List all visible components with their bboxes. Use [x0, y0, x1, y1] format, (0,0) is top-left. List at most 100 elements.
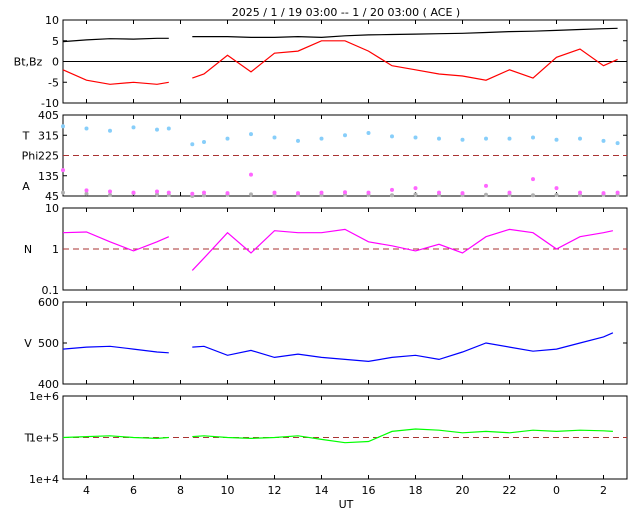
data-point — [554, 186, 559, 191]
data-point — [155, 127, 159, 132]
data-point — [413, 135, 418, 140]
y-tick-label: 315 — [38, 129, 59, 142]
data-point — [390, 193, 394, 198]
y-tick-label: 5 — [52, 35, 59, 48]
y-tick-label: 1e+6 — [29, 390, 59, 403]
data-point — [108, 192, 112, 197]
x-axis-label: UT — [339, 498, 354, 511]
series-plasma-angles-a-2 — [61, 168, 620, 196]
data-point — [319, 136, 324, 141]
series-plasma-angles-phi-1 — [61, 190, 620, 198]
series-speed-v-0 — [62, 332, 614, 363]
y-tick-label: 1 — [52, 243, 59, 256]
data-point — [366, 131, 371, 135]
series-magnetic-field-bt-0 — [62, 27, 618, 43]
y-axis-label: V — [24, 337, 32, 350]
data-point — [319, 190, 324, 195]
data-point — [601, 191, 606, 196]
y-tick-label: 0.1 — [42, 284, 60, 297]
x-tick-label: 6 — [130, 484, 137, 497]
data-point — [272, 135, 277, 140]
data-point — [202, 190, 206, 195]
data-point — [601, 138, 606, 143]
data-point — [343, 190, 347, 195]
panel-magnetic-field: 10 5 0 -5 -10 Bt,Bz — [14, 14, 628, 110]
data-point — [578, 190, 582, 195]
data-point — [166, 126, 171, 131]
panel-density: 10 1 0.1 N — [24, 202, 628, 297]
data-point — [190, 142, 195, 147]
data-point — [413, 192, 418, 197]
x-tick-label: 14 — [315, 484, 329, 497]
x-tick-label: 18 — [409, 484, 423, 497]
data-point — [131, 190, 136, 195]
data-point — [366, 190, 371, 195]
data-point — [249, 132, 253, 137]
data-point — [108, 128, 112, 133]
plot-frame — [62, 301, 628, 385]
y-axis-label: T — [24, 432, 32, 445]
data-point — [615, 141, 620, 146]
x-tick-label: 2 — [600, 484, 607, 497]
data-point — [155, 192, 159, 197]
panel-plasma-angles: 405 315 225 135 45 T Phi A — [22, 109, 628, 203]
data-point — [84, 126, 89, 131]
y-axis-label: Bt,Bz — [14, 56, 43, 69]
y-axis-label-a: A — [22, 180, 30, 193]
y-tick-label: 500 — [38, 337, 59, 350]
data-point — [507, 190, 512, 195]
data-point — [225, 136, 230, 141]
x-tick-label: 0 — [553, 484, 560, 497]
data-point — [202, 140, 206, 144]
data-point — [615, 190, 620, 195]
y-tick-label: 225 — [38, 150, 59, 163]
data-point — [484, 136, 488, 141]
y-tick-label: 135 — [38, 170, 59, 183]
panel-thermal-temperature: 1e+6 1e+5 1e+4 T — [24, 390, 628, 486]
data-point — [460, 191, 465, 196]
series-magnetic-field-bz-1 — [62, 40, 618, 85]
x-tick-label: 22 — [503, 484, 517, 497]
y-tick-label: 10 — [45, 202, 59, 215]
chart-title: 2025 / 1 / 19 03:00 -- 1 / 20 03:00 ( AC… — [232, 6, 460, 19]
x-tick-label: 10 — [221, 484, 235, 497]
y-tick-label: -10 — [41, 97, 59, 110]
data-point — [413, 186, 418, 191]
series-plasma-angles-t-0 — [61, 124, 620, 147]
y-tick-label: 1e+4 — [29, 473, 59, 486]
y-tick-label: 400 — [38, 378, 59, 391]
data-point — [296, 138, 300, 143]
x-tick-label: 8 — [177, 484, 184, 497]
data-point — [249, 172, 253, 177]
x-axis: 4 6 8 10 12 14 16 18 20 22 0 2 — [83, 484, 607, 497]
data-point — [390, 134, 394, 139]
panels: 10 5 0 -5 -10 Bt,Bz 405 315 225 135 45 T Phi A 10 1 0.1 N… — [14, 14, 628, 486]
data-point — [578, 136, 582, 141]
y-tick-label: 600 — [38, 296, 59, 309]
data-point — [249, 192, 253, 197]
y-axis-label-phi: Phi — [22, 150, 39, 163]
series-density-n-0 — [62, 228, 614, 271]
x-tick-label: 16 — [362, 484, 376, 497]
data-point — [437, 136, 441, 141]
data-point — [190, 191, 195, 196]
data-point — [272, 190, 277, 195]
data-point — [108, 189, 112, 194]
data-point — [131, 125, 136, 130]
x-tick-label: 4 — [83, 484, 90, 497]
data-point — [84, 188, 89, 193]
data-point — [460, 137, 465, 142]
y-tick-label: 1e+5 — [29, 432, 59, 445]
data-point — [531, 193, 535, 198]
data-point — [554, 192, 559, 197]
y-axis-label: N — [24, 243, 32, 256]
series-thermal-temperature-t-0 — [62, 428, 613, 444]
y-axis-label-t: T — [22, 129, 30, 142]
x-tick-label: 12 — [268, 484, 282, 497]
data-point — [437, 190, 441, 195]
y-tick-label: 405 — [38, 109, 59, 122]
data-point — [61, 190, 65, 195]
data-point — [390, 187, 394, 192]
y-tick-label: 45 — [45, 190, 59, 203]
